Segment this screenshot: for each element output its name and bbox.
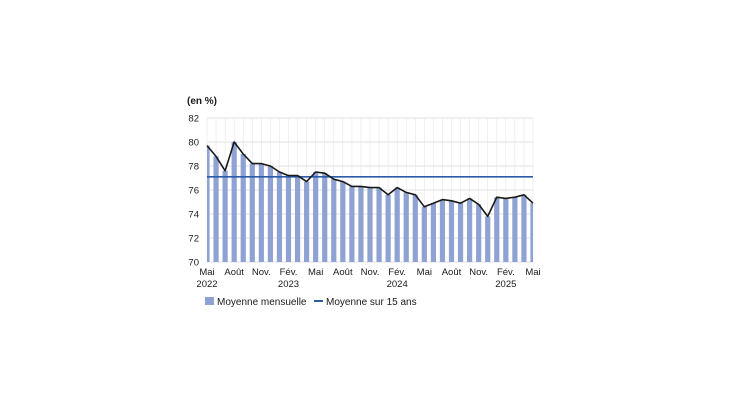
bar (367, 187, 373, 262)
x-tick-label: Août (224, 267, 244, 278)
y-axis-ticks: 70 72 74 76 78 80 82 (188, 114, 199, 269)
monthly-line (206, 141, 534, 218)
bar (394, 187, 400, 262)
monthly-line-group (206, 141, 534, 218)
bar (512, 197, 518, 262)
bar (439, 199, 446, 262)
x-tick-year-label: 2025 (495, 279, 516, 290)
bar (313, 172, 319, 262)
bar (322, 173, 328, 262)
bar (267, 166, 273, 262)
bar (403, 192, 409, 262)
bar (503, 198, 509, 262)
bar (294, 175, 301, 262)
bar (467, 198, 473, 262)
y-tick-label: 70 (188, 258, 199, 269)
bar (240, 154, 246, 262)
x-tick-label: Mai (308, 267, 323, 278)
x-tick-label: Nov. (361, 267, 380, 278)
bar (340, 181, 346, 262)
bar (521, 194, 527, 262)
y-tick-label: 82 (188, 114, 199, 125)
unit-label: (en %) (187, 96, 217, 107)
x-tick-label: Fév. (388, 267, 406, 278)
legend-label-monthly: Moyenne mensuelle (217, 297, 307, 308)
bar (476, 204, 482, 262)
x-tick-year-label: 2024 (387, 279, 408, 290)
x-tick-label: Mai (199, 267, 214, 278)
x-tick-year-label: 2023 (278, 279, 299, 290)
bar (412, 194, 418, 262)
bar (358, 186, 364, 262)
bar (258, 163, 264, 262)
bar (385, 194, 391, 262)
bar (213, 156, 219, 262)
x-tick-label: Fév. (497, 267, 515, 278)
bar (421, 206, 427, 262)
bar (457, 203, 464, 262)
x-tick-year-label: 2022 (196, 279, 217, 290)
legend-swatch-monthly (205, 297, 214, 305)
x-tick-label: Août (442, 267, 462, 278)
legend: Moyenne mensuelle Moyenne sur 15 ans (205, 297, 417, 308)
x-tick-label: Nov. (469, 267, 488, 278)
bars-group (207, 142, 533, 262)
x-tick-label: Mai (417, 267, 432, 278)
bar (430, 203, 436, 262)
bar (485, 216, 491, 262)
bar (331, 179, 337, 262)
y-tick-label: 78 (188, 162, 199, 173)
bar (530, 203, 533, 262)
legend-label-15y: Moyenne sur 15 ans (326, 297, 417, 308)
x-tick-label: Août (333, 267, 353, 278)
y-tick-label: 72 (188, 234, 199, 245)
x-tick-label: Mai (525, 267, 540, 278)
x-tick-label: Nov. (252, 267, 271, 278)
x-tick-label: Fév. (280, 267, 298, 278)
bar (276, 172, 283, 262)
bar (304, 181, 310, 262)
bar (349, 186, 355, 262)
y-tick-label: 74 (188, 210, 199, 221)
bar (494, 197, 500, 262)
bar (231, 142, 237, 262)
bar (448, 200, 455, 262)
bar (207, 145, 210, 262)
bar (285, 175, 292, 262)
bar (222, 170, 228, 262)
bar (376, 187, 382, 262)
y-tick-label: 80 (188, 138, 199, 149)
bar (249, 163, 255, 262)
y-tick-label: 76 (188, 186, 199, 197)
